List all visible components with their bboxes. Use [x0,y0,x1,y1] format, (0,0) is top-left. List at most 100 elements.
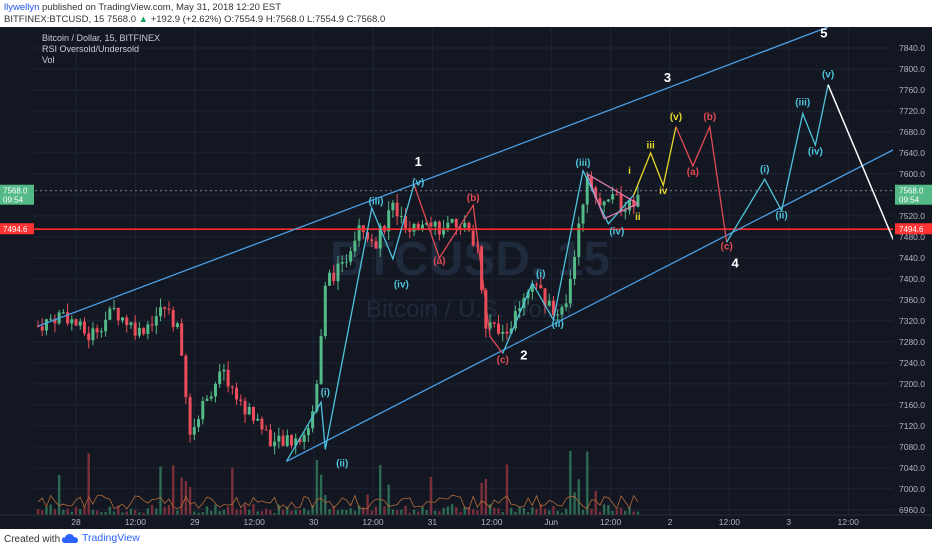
candle-body [446,222,450,229]
volume-bar [438,511,441,515]
candle-body [91,328,95,341]
resistance-level [0,190,893,231]
time-tick-label: 12:00 [362,517,384,527]
price-tag-label: 7568.0 [899,187,924,196]
watermark-name: Bitcoin / U.S. Dollar [366,296,574,323]
volume-bar [45,506,48,515]
volume-bar [476,510,479,515]
candle-body [87,333,91,341]
candle-body [230,386,234,388]
wave-label: (v) [412,177,424,188]
symbol-label: BITFINEX:BTCUSD, 15 [4,14,105,25]
candle-body [459,227,462,229]
cloud-logo-icon [62,533,78,543]
volume-bar [62,509,65,515]
volume-bar [256,511,259,515]
candle-body [336,263,340,282]
wave-label: 2 [520,348,527,363]
price-chart[interactable]: BTCUSD, 15 Bitcoin / U.S. Dollar 531(v)(… [0,27,932,529]
volume-bar [484,478,488,515]
candle-body [378,225,382,249]
chart-panel[interactable]: BTCUSD, 15 Bitcoin / U.S. Dollar 5 3 1 (v)(… [0,27,932,529]
candle-body [332,272,336,282]
volume-bar [235,509,238,515]
volume-bar [581,509,585,515]
volume-bar [91,510,95,515]
candle-body [475,245,479,247]
volume-bar [539,504,542,515]
volume-bar [391,509,395,515]
candle-body [142,327,146,334]
candle-body [116,307,120,321]
volume-bar [370,510,373,515]
time-tick-label: 2 [668,517,673,527]
volume-bar [277,504,281,515]
volume-bar [248,509,251,515]
candle-body [53,318,57,324]
wave-label: (b) [467,193,480,204]
candle-body [577,223,581,257]
candle-body [425,222,429,225]
candle-body [560,307,564,315]
volume-bar [556,510,559,515]
candle-body [129,322,133,326]
time-tick-label: 28 [71,517,81,527]
volume-bar [222,509,226,515]
volume-bar [100,512,103,515]
volume-bar [628,507,631,515]
volume-bar [421,506,424,515]
wave-label: (c) [497,355,509,366]
volume-bar [142,512,145,515]
candle-body [547,300,551,306]
volume-bar [150,504,154,515]
volume-bar [311,505,314,515]
candle-body [159,307,163,317]
volume-bar [155,508,158,515]
candle-body [391,202,395,211]
price-tick-label: 7840.0 [899,43,925,53]
volume-bar [57,474,61,515]
volume-bar [307,510,310,515]
candle-body [404,215,408,229]
author-link[interactable]: llywellyn [4,2,40,13]
candle-body [551,300,555,315]
candle-body [285,435,289,446]
time-tick-label: Jun [544,517,558,527]
price-tick-label: 7160.0 [899,400,925,410]
volume-bar [214,504,217,515]
wave-label: (iii) [576,158,591,169]
candle-body [226,369,230,387]
candle-body [66,312,70,324]
volume-bar [133,509,137,515]
candle-body [564,303,568,308]
wave-label: i [628,166,631,177]
candle-body [108,308,112,320]
price-tag-label: 7494.6 [899,225,924,234]
candle-body [235,387,239,400]
wave-path [633,126,677,196]
volume-bar [624,510,627,515]
volume-bar [163,507,166,515]
time-tick-label: 12:00 [125,517,147,527]
volume-bar [302,508,306,515]
wave-label: (a) [433,256,445,267]
volume-bar [632,511,635,515]
chart-grid [0,27,893,529]
wave-label: (iv) [808,147,823,158]
legend-rsi: RSI Oversold/Undersold [42,44,139,54]
candle-body [454,218,458,228]
candle-body [450,218,454,223]
volume-bar [497,508,500,515]
price-tick-label: 7720.0 [899,106,925,116]
volume-bar [353,510,357,515]
price-tick-label: 7280.0 [899,337,925,347]
price-tag-label: 7494.6 [3,225,28,234]
volume-bar [83,506,86,515]
candle-body [420,224,424,229]
wave-label: (i) [321,387,330,398]
price-tick-label: 7480.0 [899,232,925,242]
volume-bar [611,510,614,515]
price-tick-label: 7080.0 [899,442,925,452]
volume-bar [294,509,297,515]
tradingview-brand[interactable]: TradingView [62,532,140,544]
